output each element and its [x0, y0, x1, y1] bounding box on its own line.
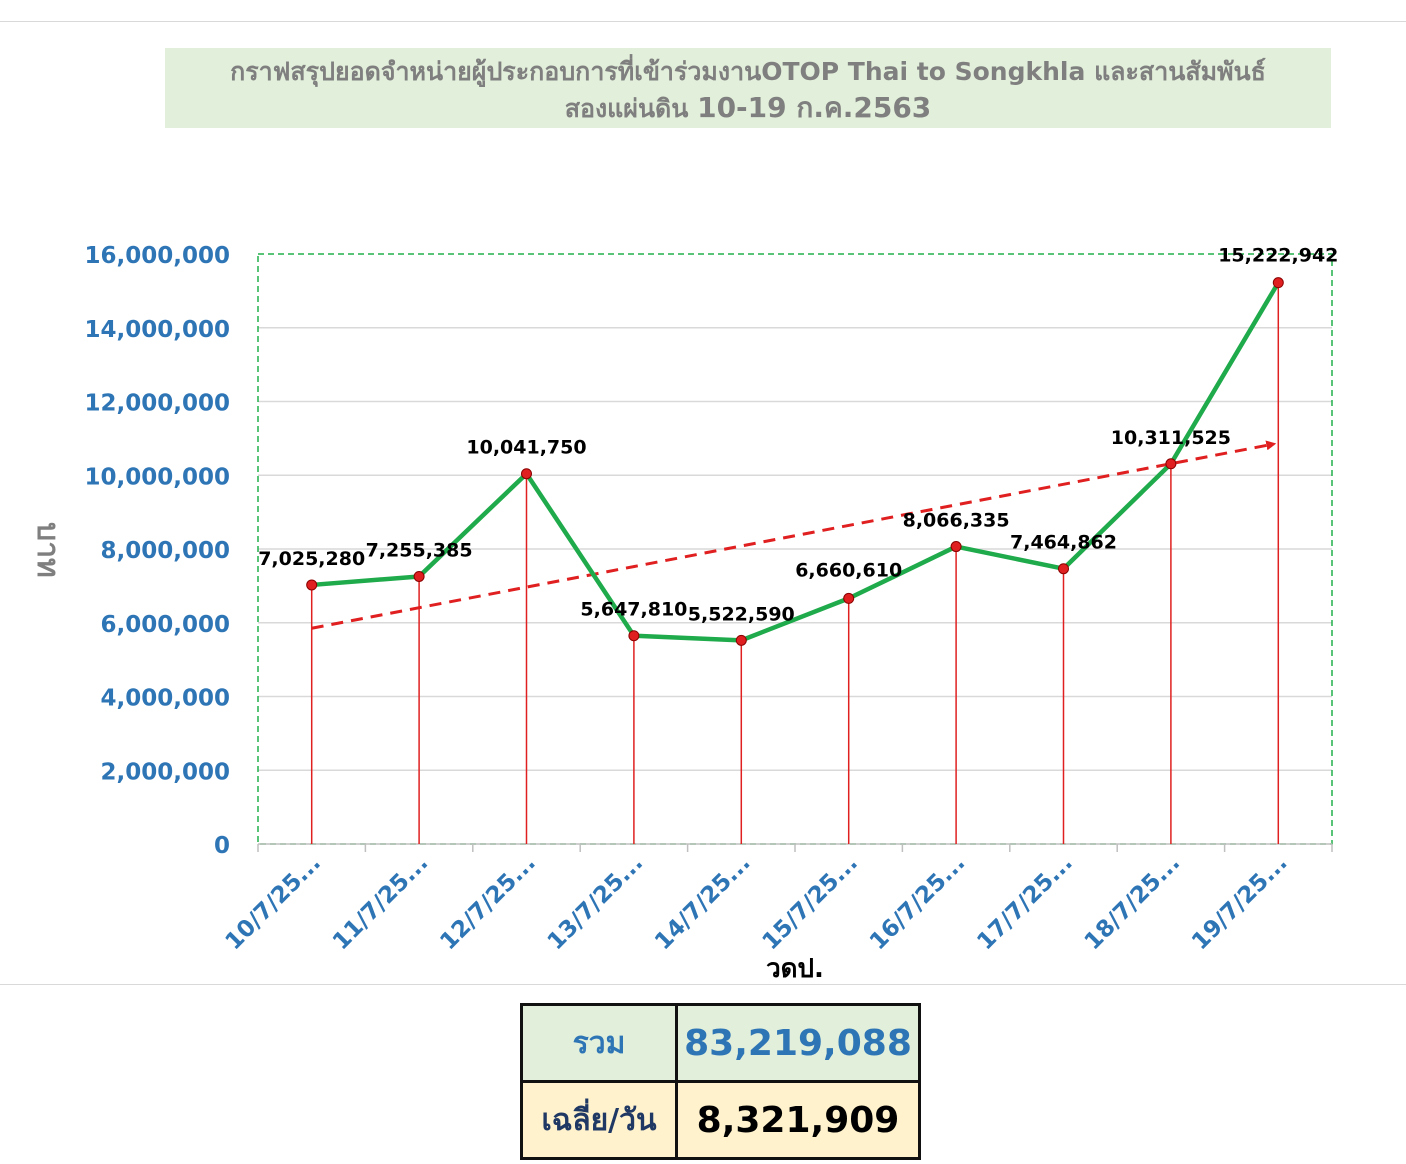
data-label: 5,522,590 [688, 603, 795, 625]
top-divider [0, 21, 1406, 22]
data-label: 7,255,385 [366, 539, 473, 561]
data-point [1165, 458, 1177, 470]
data-label: 7,464,862 [1010, 532, 1117, 554]
y-tick-label: 8,000,000 [101, 538, 231, 564]
data-label: 15,222,942 [1218, 245, 1338, 267]
x-tick-label: 18/7/25... [1080, 850, 1185, 955]
data-label: 7,025,280 [258, 548, 365, 570]
x-tick-label: 17/7/25... [972, 850, 1077, 955]
chart-title-line2-prefix: สองแผ่นดิน [564, 94, 689, 123]
average-value: 8,321,909 [675, 1080, 921, 1160]
chart-title-line1: กราฟสรุปยอดจำหน่ายผู้ประกอบการที่เข้าร่ว… [230, 57, 1266, 86]
data-point [1272, 277, 1284, 289]
y-tick-label: 0 [214, 833, 230, 859]
y-tick-label: 10,000,000 [84, 464, 230, 490]
data-point [521, 468, 532, 480]
x-tick-label: 19/7/25... [1187, 850, 1292, 955]
y-tick-label: 16,000,000 [84, 243, 230, 269]
average-label: เฉลี่ย/วัน [520, 1080, 678, 1160]
data-label: 10,041,750 [466, 437, 586, 459]
x-tick-label: 14/7/25... [650, 850, 755, 955]
y-tick-label: 2,000,000 [101, 759, 231, 785]
x-tick-label: 10/7/25... [221, 850, 326, 955]
y-tick-label: 6,000,000 [101, 612, 231, 638]
data-point [306, 579, 318, 591]
chart-title-box: กราฟสรุปยอดจำหน่ายผู้ประกอบการที่เข้าร่ว… [165, 48, 1331, 128]
y-tick-label: 12,000,000 [84, 391, 230, 417]
x-tick-label: 13/7/25... [543, 850, 648, 955]
trendline [311, 440, 1277, 630]
data-point [735, 634, 747, 646]
summary-row-total: รวม 83,219,088 [520, 1003, 921, 1083]
chart-title-line2: สองแผ่นดิน 10-19 ก.ค.2563 [165, 90, 1331, 127]
line-chart: 0 2,000,000 4,000,000 6,000,000 8,000,000 10,… [30, 243, 1338, 984]
y-tick-label: 4,000,000 [101, 686, 231, 712]
data-label: 5,647,810 [580, 599, 687, 621]
data-label: 6,660,610 [795, 559, 902, 581]
total-value: 83,219,088 [675, 1003, 921, 1083]
x-tick-label: 15/7/25... [758, 850, 863, 955]
total-label: รวม [520, 1003, 678, 1083]
bottom-divider [0, 984, 1406, 985]
data-point [628, 630, 640, 642]
x-tick-label: 16/7/25... [865, 850, 970, 955]
data-point [950, 541, 962, 553]
chart-title-line2-dates: 10-19 ก.ค.2563 [697, 91, 932, 124]
x-tick-label: 12/7/25... [435, 850, 540, 955]
data-point [1058, 563, 1069, 575]
summary-row-average: เฉลี่ย/วัน 8,321,909 [520, 1080, 921, 1160]
summary-table: รวม 83,219,088 เฉลี่ย/วัน 8,321,909 [520, 1003, 921, 1160]
data-label: 8,066,335 [903, 510, 1010, 532]
y-axis-title: บาท [30, 522, 65, 578]
x-axis-title: วดป. [766, 954, 824, 984]
data-point [413, 570, 425, 582]
y-tick-label: 14,000,000 [84, 317, 230, 343]
data-point [843, 592, 855, 604]
data-label: 10,311,525 [1111, 427, 1231, 449]
series-line [311, 281, 1281, 643]
x-tick-label: 11/7/25... [328, 850, 433, 955]
